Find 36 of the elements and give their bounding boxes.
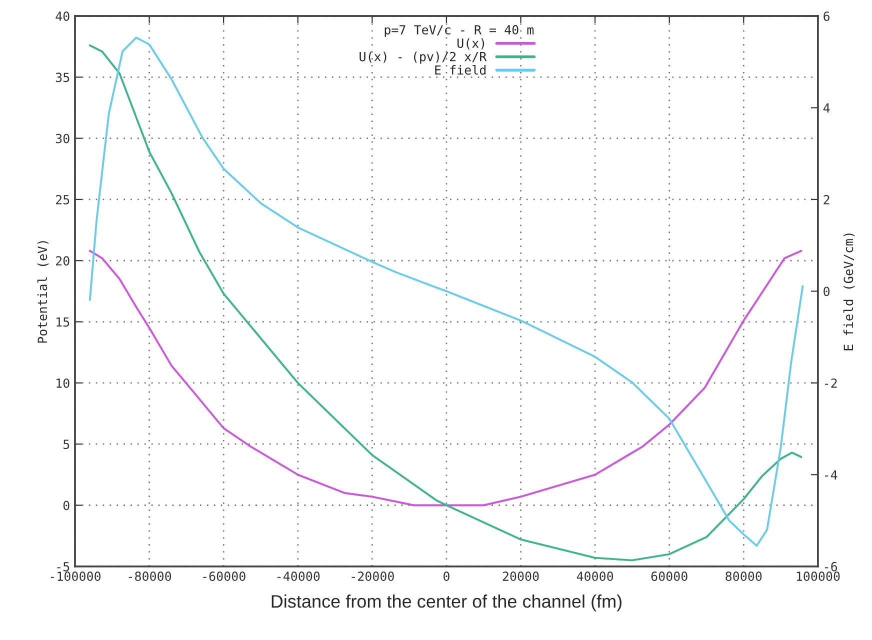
x-tick-label: 100000	[796, 572, 840, 582]
y2-axis-title: E field (GeV/cm)	[843, 234, 855, 350]
legend-label: U(x) - (pv)/2 x/R	[360, 52, 487, 64]
y-tick-label: 15	[56, 317, 70, 327]
y-tick-label: 20	[56, 256, 70, 266]
y-tick-label: 10	[56, 378, 70, 388]
x-tick-label: -100000	[50, 572, 101, 582]
x-tick-label: 0	[444, 572, 450, 582]
y2-tick-label: 0	[824, 286, 830, 296]
x-tick-label: 60000	[651, 572, 688, 582]
y2-tick-label: 2	[824, 194, 830, 204]
y2-tick-label: -4	[824, 470, 838, 480]
legend-label: U(x)	[457, 38, 484, 50]
line-series	[88, 250, 802, 506]
y2-tick-label: -6	[824, 562, 838, 572]
y2-tick-label: 6	[824, 12, 830, 21]
y-tick-label: -5	[57, 562, 70, 572]
y-tick-label: 40	[56, 12, 70, 21]
x-tick-label: 80000	[726, 572, 762, 582]
x-tick-label: -80000	[128, 572, 172, 582]
y-tick-label: 30	[56, 134, 70, 144]
x-tick-label: 20000	[502, 572, 539, 582]
y-tick-label: 0	[63, 500, 70, 510]
y-axis-title: Potential (eV)	[37, 241, 49, 343]
y2-tick-label: -2	[824, 378, 837, 388]
x-tick-label: -40000	[277, 572, 320, 582]
y2-tick-label: 4	[823, 103, 830, 113]
legend-label: E field	[435, 64, 486, 75]
x-tick-label: -60000	[203, 572, 246, 582]
y-tick-label: 25	[56, 194, 70, 204]
legend-title: p=7 TeV/c - R = 40 m	[384, 25, 534, 37]
y-tick-label: 35	[56, 72, 70, 82]
y-tick-label: 5	[63, 440, 70, 450]
x-tick-label: -20000	[352, 572, 394, 582]
x-axis-title: Distance from the center of the channel (fm)	[272, 594, 622, 612]
x-tick-label: 40000	[576, 572, 614, 582]
